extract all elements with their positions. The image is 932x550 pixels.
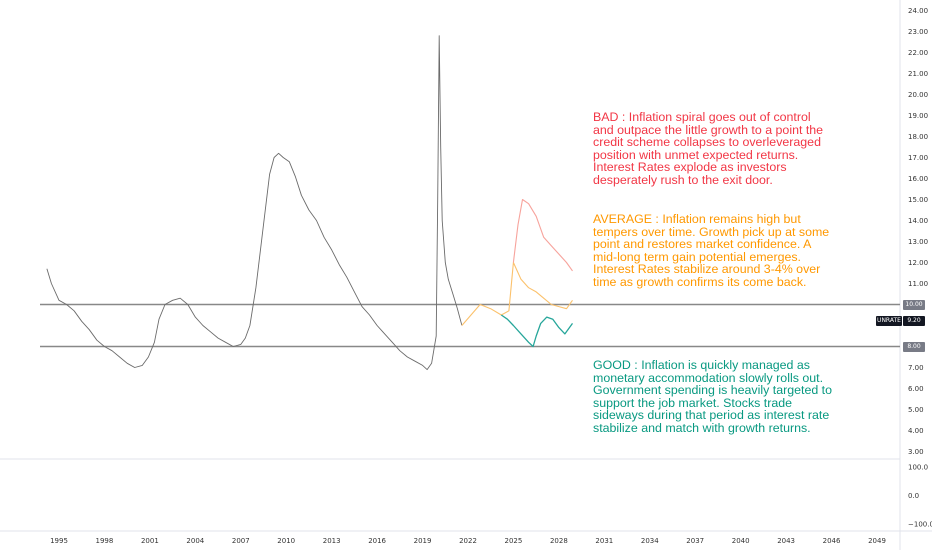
series-line-good	[500, 314, 574, 348]
y-tick-label: 5.00	[908, 406, 924, 414]
x-tick-label: 2016	[368, 537, 386, 545]
oscillator-tick-label: 100.0	[908, 464, 928, 472]
y-tick-label: 21.00	[908, 70, 928, 78]
y-tick-label: 14.00	[908, 217, 928, 225]
x-tick-label: 2025	[505, 537, 523, 545]
annotation-good[interactable]: GOOD : Inflation is quickly managed as m…	[593, 359, 833, 435]
x-tick-label: 2049	[868, 537, 886, 545]
y-tick-label: 7.00	[908, 364, 924, 372]
price-axis[interactable]: 24.00 23.00 22.00 21.00 20.00 19.00 18.00 17.00…	[908, 7, 928, 456]
y-tick-label: 22.00	[908, 49, 928, 57]
oscillator-tick-label: 0.0	[908, 492, 919, 500]
level-tag-0: 10.00	[903, 299, 925, 310]
x-tick-label: 2046	[823, 537, 841, 545]
y-tick-label: 17.00	[908, 154, 928, 162]
x-tick-label: 2028	[550, 537, 568, 545]
x-tick-label: 2004	[186, 537, 204, 545]
x-tick-label: 2010	[277, 537, 295, 545]
y-tick-label: 4.00	[908, 427, 924, 435]
value-tag: 9.20	[903, 316, 925, 327]
annotation-average[interactable]: AVERAGE : Inflation remains high but tem…	[593, 213, 833, 289]
series-line-history	[46, 35, 463, 371]
x-tick-label: 2001	[141, 537, 159, 545]
x-tick-label: 1998	[96, 537, 114, 545]
x-tick-label: 2034	[641, 537, 659, 545]
y-tick-label: 12.00	[908, 259, 928, 267]
y-tick-label: 3.00	[908, 448, 924, 456]
y-tick-label: 13.00	[908, 238, 928, 246]
x-tick-label: 2031	[595, 537, 613, 545]
y-tick-label: 11.00	[908, 280, 928, 288]
y-tick-label: 19.00	[908, 112, 928, 120]
x-tick-label: 2040	[732, 537, 750, 545]
series-line-bad	[512, 198, 573, 272]
annotation-bad[interactable]: BAD : Inflation spiral goes out of contr…	[593, 111, 833, 187]
x-tick-label: 2007	[232, 537, 250, 545]
x-tick-label: 2043	[777, 537, 795, 545]
horizontal-levels	[40, 303, 900, 348]
y-tick-label: 18.00	[908, 133, 928, 141]
x-tick-label: 2037	[686, 537, 704, 545]
x-tick-label: 2013	[323, 537, 341, 545]
time-axis[interactable]: 1995 1998 2001 2004 2007 2010 2013 2016 2019 2022…	[50, 537, 886, 545]
oscillator-tick-label: −100.0	[908, 521, 932, 529]
y-tick-label: 6.00	[908, 385, 924, 393]
y-tick-label: 15.00	[908, 196, 928, 204]
y-tick-label: 16.00	[908, 175, 928, 183]
level-tag-1: 8.00	[903, 341, 925, 352]
y-tick-label: 20.00	[908, 91, 928, 99]
series-layer	[46, 35, 574, 371]
y-tick-label: 24.00	[908, 7, 928, 15]
x-tick-label: 2022	[459, 537, 477, 545]
y-tick-label: 23.00	[908, 28, 928, 36]
annotation-average-text: AVERAGE : Inflation remains high but tem…	[593, 212, 830, 289]
symbol-tag: UNRATE	[876, 316, 902, 327]
annotation-good-text: GOOD : Inflation is quickly managed as m…	[593, 358, 833, 435]
oscillator-axis[interactable]: 100.0 0.0 −100.0	[908, 464, 932, 529]
series-line-average	[461, 261, 573, 326]
x-tick-label: 2019	[414, 537, 432, 545]
annotation-bad-text: BAD : Inflation spiral goes out of contr…	[593, 110, 824, 187]
x-tick-label: 1995	[50, 537, 68, 545]
